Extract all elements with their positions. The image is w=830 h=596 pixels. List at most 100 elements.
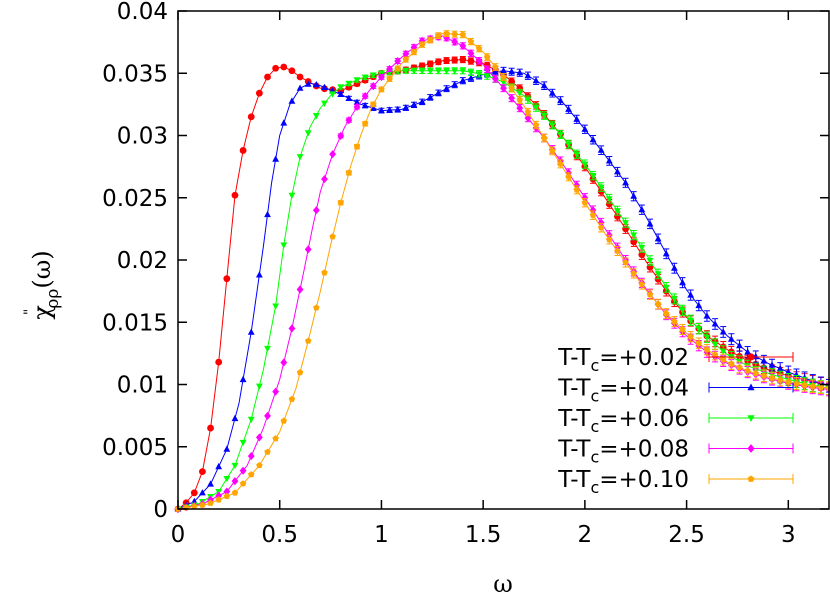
data-point (451, 68, 459, 75)
data-point (386, 75, 393, 82)
data-point (231, 477, 239, 486)
data-point (255, 383, 263, 390)
data-point (776, 364, 784, 372)
y-axis-label-base: χ (28, 305, 56, 320)
data-point (817, 383, 825, 390)
data-point (304, 337, 312, 344)
data-point (776, 376, 784, 383)
data-point (223, 275, 231, 283)
data-point (524, 97, 532, 104)
y-tick-label: 0.03 (117, 124, 168, 150)
legend-label: T-Tc=+0.10 (557, 467, 689, 497)
data-point (565, 173, 572, 180)
legend-label-post: =+0.02 (599, 345, 689, 371)
legend-label: T-Tc=+0.06 (557, 406, 689, 436)
y-tick-label: 0.01 (117, 373, 168, 399)
legend-label: T-Tc=+0.08 (557, 437, 689, 467)
data-point (638, 245, 646, 252)
series-2 (174, 67, 830, 513)
data-point (288, 192, 296, 199)
data-point (597, 224, 605, 231)
legend-label-sub: c (590, 417, 599, 436)
data-point (199, 489, 206, 496)
data-point (304, 130, 312, 137)
data-point (280, 358, 288, 367)
data-point (288, 67, 296, 75)
x-axis-label: ω (493, 570, 513, 596)
legend-swatch-marker (747, 475, 755, 482)
data-point (329, 150, 337, 159)
data-point (459, 41, 467, 50)
data-point (369, 82, 377, 91)
data-point (239, 375, 247, 383)
data-point (435, 89, 442, 96)
y-tick-label: 0.035 (102, 61, 168, 87)
data-point (670, 296, 678, 303)
data-point (459, 68, 467, 75)
y-tick-label: 0 (153, 497, 168, 523)
data-point (223, 487, 231, 496)
legend-label-pre: T-T (557, 467, 591, 493)
data-point (370, 100, 377, 108)
data-point (605, 157, 613, 164)
data-point (247, 328, 255, 335)
data-point (565, 141, 572, 148)
data-point (581, 199, 589, 206)
data-point (719, 328, 727, 335)
data-point (663, 310, 670, 317)
data-point (312, 80, 320, 88)
x-tick-label: 1.5 (465, 522, 502, 548)
data-point (288, 324, 296, 333)
data-point (337, 199, 344, 206)
data-point (719, 348, 727, 355)
data-point (630, 270, 637, 277)
data-point (296, 73, 304, 81)
data-point (402, 56, 410, 63)
data-point (255, 271, 263, 278)
legend-label-pre: T-T (557, 376, 591, 402)
data-point (402, 49, 410, 58)
data-point (248, 471, 255, 478)
data-point (662, 250, 670, 257)
data-point (427, 36, 434, 43)
data-point (492, 63, 499, 70)
data-point (736, 341, 743, 349)
data-point (451, 37, 459, 46)
data-point (597, 184, 605, 191)
data-point (443, 57, 450, 64)
data-point (312, 206, 320, 215)
data-point (435, 68, 442, 75)
data-point (402, 104, 410, 111)
data-point (215, 358, 223, 366)
data-point (199, 501, 206, 508)
y-axis-label-prime: " (22, 309, 38, 315)
data-point (378, 72, 385, 82)
data-point (695, 339, 703, 346)
data-point (223, 445, 231, 452)
data-point (239, 480, 247, 487)
data-point (589, 211, 597, 218)
data-point (516, 104, 524, 113)
data-point (605, 200, 613, 208)
plot-area (174, 30, 830, 514)
data-point (451, 80, 459, 88)
data-point (443, 30, 450, 37)
data-point (606, 236, 613, 243)
data-point (337, 90, 345, 97)
data-point (199, 468, 206, 476)
data-point (280, 417, 288, 424)
data-point (508, 68, 516, 75)
legend-label-post: =+0.06 (599, 406, 689, 432)
data-point (264, 345, 271, 353)
data-point (703, 334, 711, 341)
data-point (394, 65, 401, 72)
legend-label-pre: T-T (557, 345, 591, 371)
data-point (394, 56, 402, 66)
data-point (573, 186, 580, 193)
data-point (378, 106, 385, 114)
data-point (752, 369, 759, 377)
data-point (418, 68, 426, 75)
data-point (467, 57, 475, 65)
data-point (239, 466, 247, 475)
data-point (321, 174, 328, 184)
